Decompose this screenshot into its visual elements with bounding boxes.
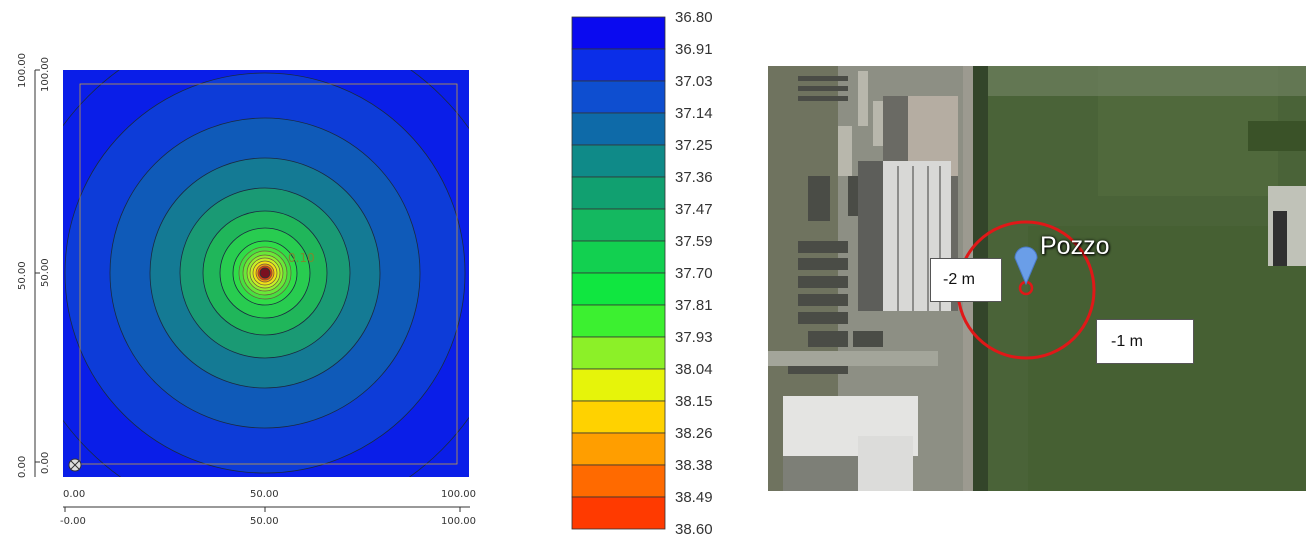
depth-label-outer: -1 m bbox=[1096, 319, 1194, 364]
legend-value: 38.26 bbox=[675, 425, 713, 442]
legend-swatch bbox=[571, 208, 666, 242]
legend-value: 38.38 bbox=[675, 457, 713, 474]
legend-swatches bbox=[571, 16, 666, 530]
storage-racks bbox=[788, 76, 883, 374]
well-name-label: Pozzo bbox=[1040, 232, 1110, 260]
satellite-map bbox=[768, 66, 1306, 491]
legend-swatch bbox=[571, 304, 666, 338]
legend-swatch bbox=[571, 16, 666, 50]
legend-value: 37.70 bbox=[675, 265, 713, 282]
legend-swatch bbox=[571, 144, 666, 178]
legend-value: 36.91 bbox=[675, 41, 713, 58]
x-tick-top-mid: 50.00 bbox=[250, 489, 279, 500]
legend-value: 38.15 bbox=[675, 393, 713, 410]
legend-value: 38.04 bbox=[675, 361, 713, 378]
y-tick-inner-top: 100.00 bbox=[40, 57, 51, 92]
x-tick-bottom-right: 100.00 bbox=[441, 516, 476, 527]
legend-swatch bbox=[571, 112, 666, 146]
legend-value: 36.80 bbox=[675, 9, 713, 26]
contour-value-label: 0.10 bbox=[288, 251, 315, 265]
model-boundary bbox=[79, 83, 458, 465]
satellite-map-panel: Pozzo -2 m -1 m bbox=[768, 66, 1306, 491]
legend-swatch bbox=[571, 432, 666, 466]
depth-label-inner: -2 m bbox=[930, 258, 1002, 302]
contour-plot-panel: 0.10 100.00 50.00 0.00 100.00 50.00 0.00… bbox=[0, 0, 520, 535]
x-tick-bottom-mid: 50.00 bbox=[250, 516, 279, 527]
color-legend-panel: 36.80 36.91 37.03 37.14 37.25 37.36 37.47 37.59… bbox=[560, 0, 720, 538]
legend-value: 37.36 bbox=[675, 169, 713, 186]
legend-value: 37.47 bbox=[675, 201, 713, 218]
legend-swatch bbox=[571, 400, 666, 434]
y-tick-outer-top: 100.00 bbox=[17, 53, 28, 88]
y-tick-inner-bottom: 0.00 bbox=[40, 452, 51, 474]
contour-plot: 0.10 100.00 50.00 0.00 100.00 50.00 0.00… bbox=[17, 53, 476, 527]
y-tick-inner-mid: 50.00 bbox=[40, 258, 51, 287]
y-tick-outer-bottom: 0.00 bbox=[17, 456, 28, 478]
legend-swatch bbox=[571, 48, 666, 82]
legend-swatch bbox=[571, 336, 666, 370]
map-pin-icon[interactable] bbox=[1014, 246, 1038, 286]
legend-swatch bbox=[571, 368, 666, 402]
legend-value: 37.25 bbox=[675, 137, 713, 154]
x-tick-bottom-left: -0.00 bbox=[60, 516, 86, 527]
legend-value: 37.93 bbox=[675, 329, 713, 346]
legend-swatch bbox=[571, 272, 666, 306]
legend-labels: 36.80 36.91 37.03 37.14 37.25 37.36 37.47 37.59… bbox=[675, 9, 713, 538]
x-tick-top-right: 100.00 bbox=[441, 489, 476, 500]
legend-value: 37.59 bbox=[675, 233, 713, 250]
legend-value: 37.81 bbox=[675, 297, 713, 314]
legend-value: 38.49 bbox=[675, 489, 713, 506]
legend-swatch bbox=[571, 176, 666, 210]
legend-swatch bbox=[571, 240, 666, 274]
legend-value: 38.60 bbox=[675, 521, 713, 535]
legend-swatch bbox=[571, 496, 666, 530]
legend-swatch bbox=[571, 464, 666, 498]
legend-value: 37.03 bbox=[675, 73, 713, 90]
x-tick-top-left: 0.00 bbox=[63, 489, 85, 500]
y-tick-outer-mid: 50.00 bbox=[17, 261, 28, 290]
legend-swatch bbox=[571, 80, 666, 114]
well-marker bbox=[259, 267, 271, 279]
legend-value: 37.14 bbox=[675, 105, 713, 122]
color-legend: 36.80 36.91 37.03 37.14 37.25 37.36 37.47 37.59… bbox=[571, 9, 713, 538]
